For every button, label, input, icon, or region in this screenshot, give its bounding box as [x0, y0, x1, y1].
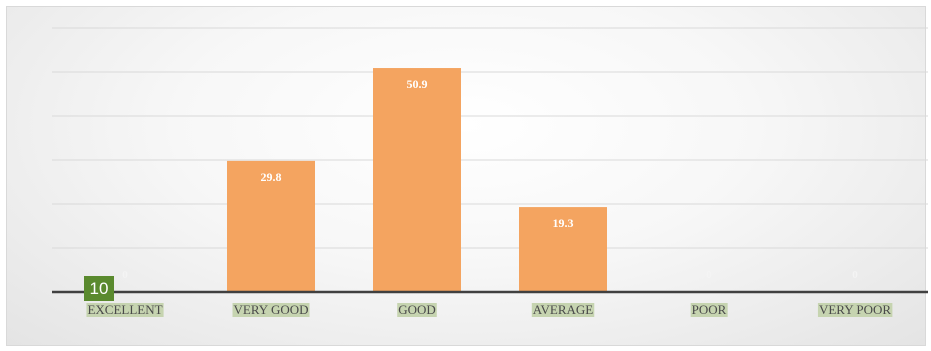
svg-text:GOOD: GOOD: [398, 302, 436, 317]
x-tick-label-very-poor: VERY POOR: [817, 302, 893, 317]
x-tick-label-good: GOOD: [397, 302, 437, 317]
x-tick-label-average: AVERAGE: [531, 302, 595, 317]
x-tick-label-poor: POOR: [690, 302, 728, 317]
bar-good: [373, 68, 461, 292]
svg-text:VERY POOR: VERY POOR: [819, 302, 891, 317]
bar-average: [519, 207, 607, 292]
bar-very-good: [227, 160, 315, 292]
data-label: 19.3: [553, 216, 574, 230]
data-label: 0: [122, 269, 128, 281]
data-label: 50.9: [407, 77, 428, 91]
x-tick-label-excellent: EXCELLENT: [86, 302, 164, 317]
slide-number-badge: 10: [84, 276, 114, 301]
chart-frame: [6, 6, 926, 346]
svg-text:POOR: POOR: [692, 302, 727, 317]
bars: 0 29.8 50.9 19.3 0 0: [122, 68, 858, 292]
x-tick-labels: EXCELLENT VERY GOOD GOOD AVERAGE POOR VERY PO…: [86, 302, 893, 317]
data-label: 0: [706, 269, 712, 281]
x-tick-label-very-good: VERY GOOD: [232, 302, 310, 317]
svg-text:AVERAGE: AVERAGE: [533, 302, 593, 317]
gridlines: [52, 27, 928, 249]
data-label: 29.8: [261, 170, 282, 184]
data-label: 0: [852, 269, 858, 281]
svg-text:EXCELLENT: EXCELLENT: [87, 302, 162, 317]
svg-text:VERY GOOD: VERY GOOD: [234, 302, 309, 317]
